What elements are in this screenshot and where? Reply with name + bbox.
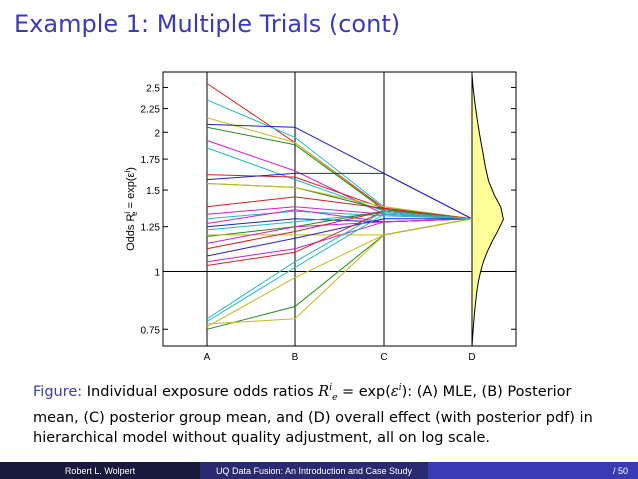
caption-text-pre: Individual exposure odds ratios	[86, 383, 319, 400]
caption-math-R: Rie	[318, 383, 338, 403]
plot-area	[162, 71, 517, 347]
x-tick-label-B: B	[292, 352, 299, 363]
posterior-pdf-shape	[471, 74, 504, 346]
y-tick-label: 2.5	[146, 83, 160, 94]
caption-text-eq: = exp(	[342, 383, 391, 400]
caption-label: Figure:	[33, 383, 83, 400]
footer-page-number: / 50	[428, 462, 638, 479]
series-line-23	[206, 218, 473, 263]
figure-caption: Figure: Individual exposure odds ratios …	[33, 378, 613, 448]
slide-title: Example 1: Multiple Trials (cont)	[14, 10, 401, 38]
series-line-22	[206, 218, 472, 257]
series-line-12	[206, 196, 473, 220]
caption-text-post: ): (A) MLE, (B) Posterior mean, (C) post…	[33, 383, 593, 446]
y-tick-label: 1	[154, 267, 160, 278]
y-axis-label: Odds Rie = exp(εi)	[123, 167, 139, 251]
series-line-11	[206, 183, 473, 220]
x-tick-label-D: D	[468, 352, 475, 363]
series-line-25	[206, 210, 473, 320]
y-tick-label: 2	[154, 128, 160, 139]
footer-talk-title: UQ Data Fusion: An Introduction and Case…	[200, 462, 428, 479]
x-tick-label-C: C	[380, 352, 387, 363]
series-line-26	[206, 213, 473, 322]
y-tick-label: 1.75	[141, 155, 161, 166]
axis-ticks: 0.75 1 1.25 1.5 1.75 2 2.25 2.5 A B C D	[141, 83, 516, 363]
series-line-29	[206, 218, 473, 325]
series-line-14	[206, 210, 473, 220]
odds-ratio-chart: 0.75 1 1.25 1.5 1.75 2 2.25 2.5 A B C D Odds Rie = …	[123, 71, 517, 363]
x-tick-label-A: A	[204, 352, 211, 363]
series-lines	[206, 83, 473, 330]
posterior-pdf	[471, 74, 504, 346]
y-tick-label: 1.5	[146, 186, 160, 197]
footer-author: Robert L. Wolpert	[0, 462, 200, 479]
y-tick-label: 0.75	[141, 325, 161, 336]
series-line-17	[206, 212, 473, 231]
y-tick-label: 2.25	[141, 105, 161, 116]
caption-math-eps: εi	[390, 383, 402, 400]
series-line-9	[206, 172, 473, 220]
footer-bar: Robert L. Wolpert UQ Data Fusion: An Int…	[0, 462, 638, 479]
y-tick-label: 1.25	[141, 223, 161, 234]
